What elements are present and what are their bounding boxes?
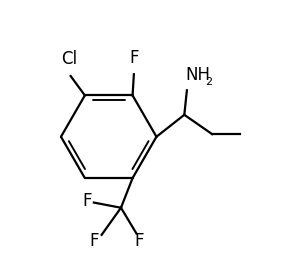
Text: F: F	[129, 49, 139, 67]
Text: F: F	[135, 232, 144, 250]
Text: F: F	[82, 192, 92, 210]
Text: Cl: Cl	[61, 50, 77, 68]
Text: NH: NH	[186, 66, 211, 84]
Text: F: F	[90, 231, 99, 249]
Text: 2: 2	[205, 77, 212, 87]
